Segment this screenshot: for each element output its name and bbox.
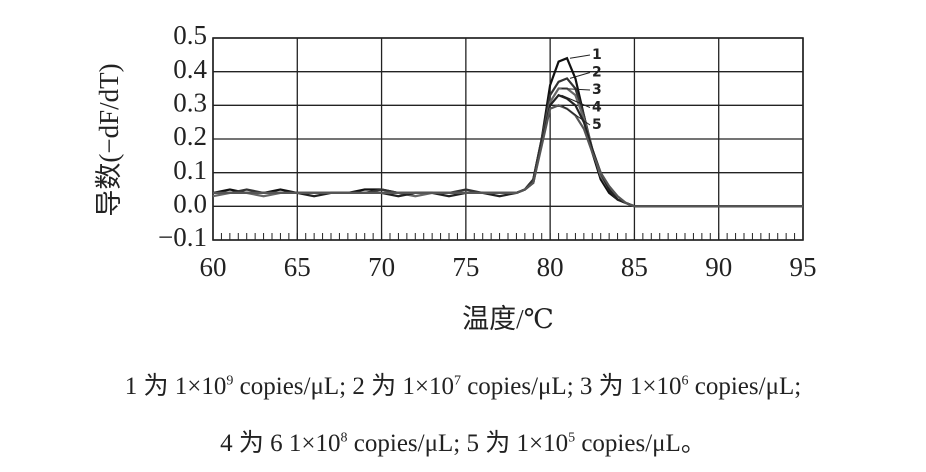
caption-text: 1 为 1×10 [124,373,227,400]
y-tick-label: −0.1 [158,222,207,252]
series-label: 5 [592,117,602,133]
exponent: 5 [568,430,576,446]
y-tick-label: 0.1 [173,155,207,185]
x-tick-label: 90 [705,252,732,282]
caption-text: copies/μL; 3 为 1×10 [460,373,682,400]
caption-text: copies/μL。 [575,430,706,457]
leader-line [561,88,591,91]
y-axis-label: 导数(−dF/dT) [94,63,124,216]
series-line [212,87,803,208]
caption-text: copies/μL; 5 为 1×10 [347,430,569,457]
caption-text: 4 为 6 1×10 [220,430,341,457]
leader-line [569,72,591,79]
series-line [213,104,803,208]
caption-line: 4 为 6 1×108 copies/μL; 5 为 1×105 copies/… [0,423,926,459]
x-axis-label: 温度/℃ [462,304,554,334]
y-tick-label: 0.2 [173,121,207,151]
caption-text: copies/μL; 2 为 1×10 [233,373,454,400]
x-tick-label: 80 [537,252,564,282]
x-tick-label: 60 [200,252,227,282]
leader-line [569,54,591,59]
x-tick-label: 95 [790,252,817,282]
x-tick-label: 85 [621,252,648,282]
x-tick-label: 70 [368,252,395,282]
series-line [213,77,803,208]
y-tick-label: 0.0 [173,189,207,219]
series-line [213,93,803,208]
series-label: 1 [592,47,602,63]
x-tick-label: 65 [284,252,311,282]
series-line [212,56,803,208]
exponent: 9 [226,373,234,389]
exponent: 7 [453,373,461,389]
y-tick-label: 0.3 [173,88,207,118]
x-tick-label: 75 [452,252,479,282]
series-label: 2 [592,65,602,81]
series-label: 3 [592,82,602,98]
exponent: 6 [681,373,689,389]
plot-frame [212,37,804,241]
y-tick-label: 0.4 [173,54,207,84]
y-tick-label: 0.5 [173,20,207,50]
caption-line: 1 为 1×109 copies/μL; 2 为 1×107 copies/μL… [0,366,926,402]
caption-text: copies/μL; [688,373,802,400]
leader-line [561,104,591,126]
exponent: 8 [340,430,348,446]
series-label: 4 [592,100,602,116]
leader-line [561,94,591,108]
